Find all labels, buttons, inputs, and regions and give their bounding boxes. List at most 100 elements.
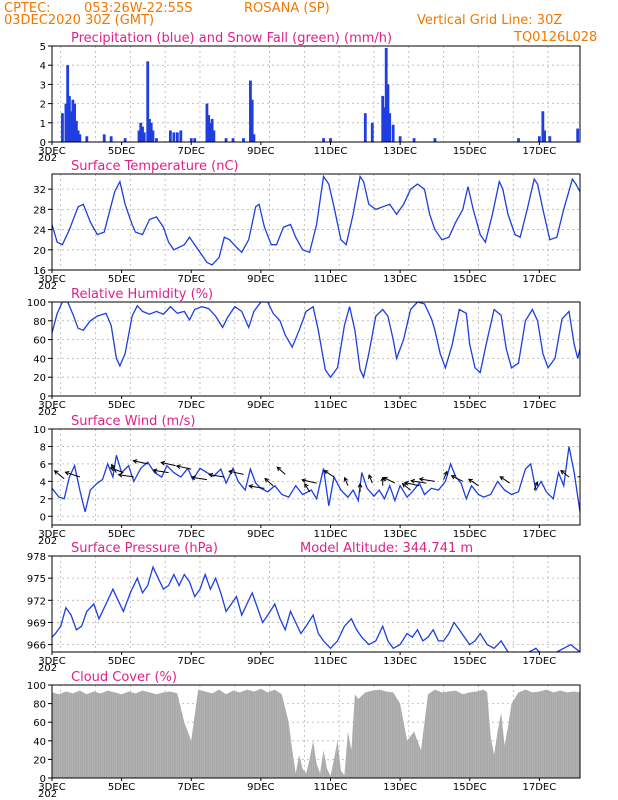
precipitation-bar xyxy=(61,113,64,142)
header-location: ROSANA (SP) xyxy=(244,1,330,16)
x-tick-label: 7DEC xyxy=(178,782,205,793)
wind-arrow-shaft xyxy=(402,483,411,491)
precipitation-bar xyxy=(548,136,552,142)
wind-arrow-head xyxy=(533,481,539,487)
x-tick-label: 11DEC xyxy=(314,529,348,540)
x-tick-label: 15DEC xyxy=(453,274,487,285)
y-tick-label: 28 xyxy=(33,205,46,216)
x-year-label: 202 xyxy=(38,407,57,418)
y-tick-label: 0 xyxy=(40,138,46,149)
x-tick-label: 7DEC xyxy=(178,274,205,285)
precipitation-bar xyxy=(85,136,89,142)
precipitation-bar xyxy=(398,136,402,142)
x-tick-label: 11DEC xyxy=(314,782,348,793)
x-tick-label: 13DEC xyxy=(383,400,417,411)
precipitation-bar xyxy=(205,103,209,142)
precipitation-bar xyxy=(155,138,158,142)
precipitation-bar xyxy=(74,120,78,142)
precipitation-bar xyxy=(541,111,545,142)
precipitation-bar xyxy=(73,103,77,142)
wind-arrow-head xyxy=(190,475,196,481)
x-tick-label: 3DEC xyxy=(38,146,65,157)
precipitation-bar xyxy=(123,138,127,142)
wind-arrow-shaft xyxy=(344,477,349,486)
panel-title: Surface Wind (m/s) xyxy=(71,414,195,429)
wind-arrow-head xyxy=(323,470,329,475)
pressure-panel: 966 969 972 975 978 3DEC 5DEC 7DEC 9DEC 11DEC 13DE… xyxy=(27,541,581,674)
wind-arrow-head xyxy=(152,468,158,474)
x-tick-label: 13DEC xyxy=(383,782,417,793)
series-line xyxy=(52,302,580,380)
precipitation-bar xyxy=(381,95,385,142)
precipitation-bar xyxy=(68,95,71,142)
wind-arrow-shaft xyxy=(276,466,286,475)
wind-arrow-head xyxy=(132,459,138,464)
y-tick-label: 16 xyxy=(33,266,46,277)
wind-arrow-head xyxy=(560,469,565,475)
precipitation-bar xyxy=(139,122,143,142)
y-tick-label: 80 xyxy=(33,317,46,328)
wind-arrow-head xyxy=(418,477,424,482)
y-tick-label: 3 xyxy=(40,80,46,91)
precipitation-bar xyxy=(433,138,437,142)
wind-arrow-head xyxy=(450,475,456,480)
x-tick-label: 9DEC xyxy=(247,656,274,667)
y-tick-label: 0 xyxy=(40,392,46,403)
panel-frame xyxy=(51,173,581,271)
y-tick-label: 2 xyxy=(40,100,46,111)
x-tick-label: 7DEC xyxy=(178,656,205,667)
precipitation-bar xyxy=(391,124,395,142)
x-tick-label: 13DEC xyxy=(383,274,417,285)
wind-arrow-shaft xyxy=(468,478,479,487)
wind-arrow-shaft xyxy=(65,471,81,478)
wind-panel: 0 2 4 6 8 10 3DEC 5DEC 7DEC 9DEC 11DEC 13DEC 15DEC 17… xyxy=(33,414,592,547)
x-tick-label: 11DEC xyxy=(314,146,348,157)
y-tick-label: 24 xyxy=(33,226,46,237)
y-tick-label: 10 xyxy=(33,425,46,436)
x-tick-label: 11DEC xyxy=(314,274,348,285)
y-tick-label: 100 xyxy=(27,681,46,692)
x-year-label: 202 xyxy=(38,789,57,800)
y-tick-label: 20 xyxy=(33,373,46,384)
wind-arrow-shaft xyxy=(264,478,274,487)
wind-arrow-head xyxy=(401,483,407,488)
y-tick-label: 32 xyxy=(33,185,46,196)
panel-frame xyxy=(51,684,581,779)
wind-arrow-shaft xyxy=(133,460,148,465)
series-line xyxy=(52,446,580,513)
y-tick-label: 4 xyxy=(40,61,46,72)
precipitation-bar xyxy=(71,99,75,142)
x-tick-label: 15DEC xyxy=(453,782,487,793)
precipitation-bar xyxy=(383,107,386,142)
header-coordinates: 053:26W-22:55S xyxy=(84,1,192,16)
x-year-label: 202 xyxy=(38,281,57,292)
wind-arrow-head xyxy=(588,473,592,477)
x-tick-label: 17DEC xyxy=(523,146,557,157)
x-tick-label: 3DEC xyxy=(38,529,65,540)
wind-arrow-head xyxy=(403,480,409,486)
wind-arrow-head xyxy=(53,470,59,475)
wind-arrow-head xyxy=(304,482,309,488)
plot-area xyxy=(52,302,580,380)
precipitation-bar xyxy=(517,138,520,142)
y-tick-label: 20 xyxy=(33,246,46,257)
wind-arrow-shaft xyxy=(54,470,65,480)
precipitation-bar xyxy=(148,118,151,142)
y-tick-label: 1 xyxy=(40,119,46,130)
x-tick-label: 13DEC xyxy=(383,146,417,157)
precipitation-bar xyxy=(207,115,211,142)
precipitation-bar xyxy=(576,128,580,142)
precipitation-bar xyxy=(189,138,193,142)
wind-arrow-shaft xyxy=(228,470,244,475)
x-year-label: 202 xyxy=(38,536,57,547)
wind-arrow-head xyxy=(109,466,115,472)
precipitation-bar xyxy=(384,47,388,142)
precipitation-bar xyxy=(66,65,70,142)
precipitation-bar xyxy=(242,138,245,142)
x-year-label: 202 xyxy=(38,663,57,674)
temperature-panel: 16 20 24 28 32 3DEC 5DEC 7DEC 9DEC 11DEC 13DEC 15DE… xyxy=(33,159,581,292)
precipitation-bar xyxy=(543,130,546,142)
wind-arrow-head xyxy=(64,470,70,476)
x-tick-label: 7DEC xyxy=(178,400,205,411)
precipitation-bar xyxy=(193,138,197,142)
